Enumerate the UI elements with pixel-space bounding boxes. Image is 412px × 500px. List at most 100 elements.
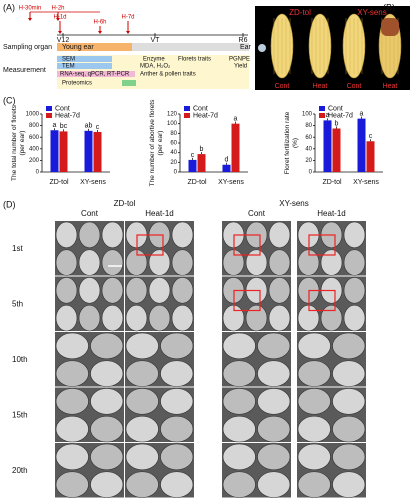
floret (343, 221, 366, 249)
floret (125, 304, 148, 332)
floret (101, 277, 124, 304)
floret (171, 221, 194, 249)
floret (101, 221, 124, 249)
y-tick-label: 400 (29, 146, 40, 152)
floret (222, 332, 256, 360)
floret (55, 304, 78, 332)
floret (125, 332, 159, 360)
floret (257, 443, 291, 471)
legend-label: Cont (328, 105, 343, 112)
significance-label: d (225, 157, 229, 164)
x-tick-label: XY-sens (218, 179, 244, 186)
floret (332, 471, 366, 498)
significance-label: a (326, 112, 330, 119)
x-tick-label: ZD-tol (322, 179, 342, 186)
measurement-item: Proteomics (62, 81, 92, 87)
legend-swatch (319, 113, 325, 118)
sampling-item: Young ear (62, 44, 94, 51)
floret (222, 388, 256, 415)
highlight-box (308, 234, 336, 256)
y-tick-label: 60 (170, 141, 177, 147)
floret (78, 304, 101, 332)
y-tick-label: 40 (170, 150, 177, 156)
floret (90, 471, 124, 498)
significance-label: c (191, 152, 195, 159)
significance-label: a (53, 122, 57, 129)
column-header: Heat-1d (145, 209, 173, 218)
highlight-box (136, 234, 164, 256)
floret (55, 388, 89, 415)
floret (148, 249, 171, 276)
measurement-item: MDA, H₂O₂ (140, 64, 171, 70)
y-tick-label: 80 (170, 131, 177, 137)
sampling-item: Ear (240, 44, 252, 51)
arrow-head (58, 31, 62, 34)
significance-label: a (360, 110, 364, 117)
group-title: XY-sens (279, 199, 309, 208)
row-label: 5th (12, 299, 23, 308)
significance-label: c (369, 133, 373, 140)
column-header: Heat-1d (317, 209, 345, 218)
floret (160, 388, 194, 415)
arrow-head (56, 18, 60, 21)
legend-label: Heat-7d (328, 112, 353, 119)
legend-swatch (184, 106, 190, 111)
floret (148, 304, 171, 332)
y-tick-label: 20 (305, 158, 312, 164)
group-label: ZD-tol (289, 8, 311, 17)
floret (297, 471, 331, 498)
rna-bar (57, 71, 135, 77)
floret (55, 471, 89, 498)
floret (78, 277, 101, 304)
floret (268, 249, 291, 276)
y-axis-title-line: (per ear) (157, 131, 164, 156)
floret (245, 249, 268, 276)
measurement-item: Yield (234, 64, 247, 70)
y-tick-label: 100 (302, 112, 313, 118)
floret (125, 415, 159, 443)
floret (90, 415, 124, 443)
bar (84, 130, 93, 172)
proteomics-bar (122, 80, 136, 86)
floret (343, 249, 366, 276)
damaged-tip (381, 18, 399, 36)
arrow-head (98, 31, 102, 34)
floret (160, 471, 194, 498)
x-tick-label: ZD-tol (49, 179, 69, 186)
legend-swatch (46, 106, 52, 111)
legend-label: Heat-7d (193, 112, 218, 119)
significance-label: b (200, 146, 204, 153)
floret (160, 443, 194, 471)
tem-bar (57, 63, 112, 69)
floret (125, 443, 159, 471)
legend-swatch (184, 113, 190, 118)
y-axis-title-line: The number of abortive florets (149, 99, 156, 186)
floret (90, 388, 124, 415)
y-axis-title-line: The total number of florets (11, 104, 18, 181)
floret (257, 360, 291, 387)
panel-label: (B) (383, 2, 395, 12)
floret (257, 471, 291, 498)
floret (257, 388, 291, 415)
floret (222, 360, 256, 387)
measurement-item: TEM (62, 64, 75, 70)
y-tick-label: 0 (36, 170, 40, 176)
x-tick-label: XY-sens (353, 179, 379, 186)
floret (257, 415, 291, 443)
floret (222, 443, 256, 471)
highlight-box (308, 289, 336, 312)
y-tick-label: 600 (29, 135, 40, 141)
floret (332, 415, 366, 443)
floret (332, 388, 366, 415)
floret (90, 360, 124, 387)
bar (59, 131, 68, 172)
y-axis-title-line: (%) (292, 138, 299, 148)
row-label: 10th (12, 355, 28, 364)
y-axis-title: The total number of florets(per ear) (11, 104, 26, 181)
row-label: 20th (12, 466, 28, 475)
y-tick-label: 100 (167, 121, 178, 127)
significance-label: b (335, 120, 339, 127)
floret (257, 332, 291, 360)
column-header: Cont (81, 209, 99, 218)
row-label: Sampling organ (3, 44, 52, 51)
